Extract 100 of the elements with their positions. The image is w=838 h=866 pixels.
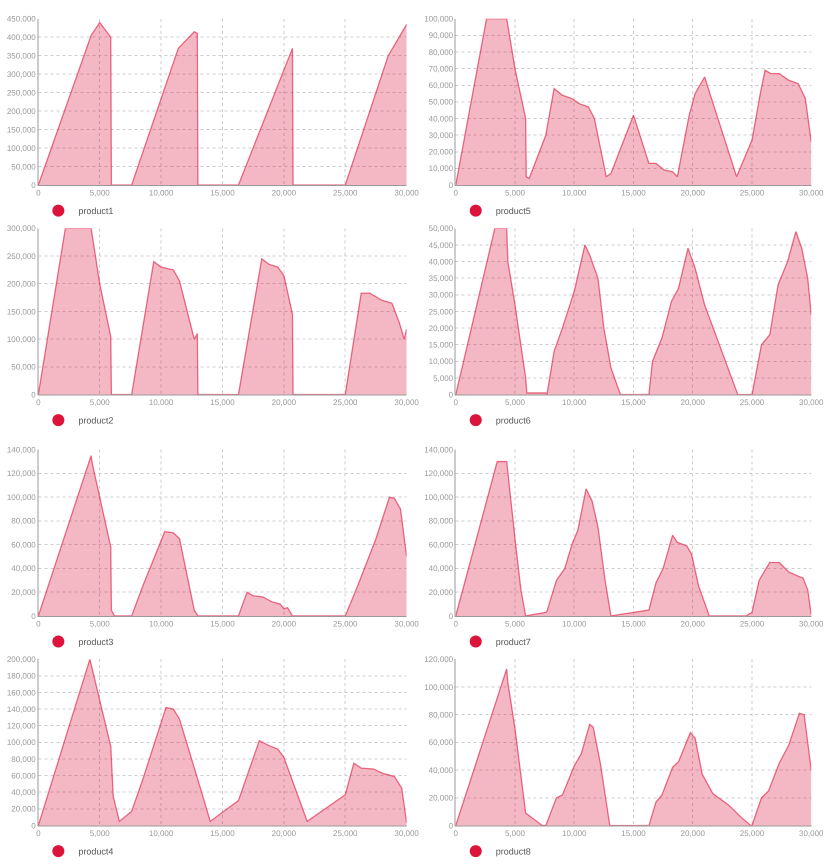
x-tick-label: 5,000 — [90, 188, 110, 198]
y-tick-label: 60,000 — [428, 540, 454, 550]
y-tick-label: 0 — [448, 180, 454, 190]
y-tick-label: 20,000 — [428, 148, 454, 157]
x-tick-label: 25,000 — [740, 188, 765, 198]
y-tick-label: 120,000 — [6, 722, 36, 731]
y-tick-label: 0 — [448, 612, 454, 621]
y-tick-label: 250,000 — [6, 88, 36, 98]
x-tick-label: 20,000 — [272, 398, 297, 408]
y-tick-label: 80,000 — [428, 48, 454, 57]
y-tick-label: 200,000 — [6, 655, 36, 664]
y-tick-label: 300,000 — [6, 70, 36, 79]
x-tick-label: 5,000 — [504, 188, 526, 198]
x-tick-label: 10,000 — [148, 829, 174, 838]
x-tick-label: 5,000 — [504, 398, 526, 408]
x-tick-label: 20,000 — [272, 620, 297, 629]
legend-label: product2 — [78, 416, 114, 426]
x-tick-label: 5,000 — [504, 620, 526, 629]
y-tick-label: 20,000 — [428, 588, 454, 597]
y-tick-label: 25,000 — [428, 307, 454, 316]
x-tick-label: 20,000 — [272, 829, 297, 838]
y-tick-label: 70,000 — [428, 64, 454, 74]
x-tick-label: 30,000 — [799, 620, 824, 629]
y-tick-label: 5,000 — [433, 374, 454, 383]
y-tick-label: 250,000 — [6, 252, 36, 261]
legend-label: product7 — [496, 637, 531, 648]
y-tick-label: 90,000 — [428, 31, 454, 40]
x-tick-label: 5,000 — [90, 620, 110, 629]
y-tick-label: 100,000 — [6, 492, 36, 502]
y-tick-label: 45,000 — [428, 240, 454, 250]
y-tick-label: 0 — [31, 821, 36, 830]
y-tick-label: 50,000 — [428, 98, 454, 107]
y-tick-label: 80,000 — [428, 710, 454, 720]
y-tick-label: 100,000 — [6, 144, 36, 153]
x-tick-label: 5,000 — [504, 829, 526, 838]
y-tick-label: 50,000 — [11, 362, 36, 372]
y-tick-label: 0 — [31, 180, 36, 190]
legend-label: product5 — [496, 206, 531, 216]
y-tick-label: 100,000 — [424, 682, 454, 692]
x-tick-label: 10,000 — [148, 620, 174, 629]
y-tick-label: 35,000 — [428, 274, 454, 283]
x-tick-label: 15,000 — [210, 398, 236, 408]
x-tick-label: 15,000 — [210, 620, 236, 629]
y-tick-label: 40,000 — [428, 766, 454, 775]
x-tick-label: 20,000 — [680, 188, 706, 198]
x-tick-label: 30,000 — [394, 188, 420, 198]
x-tick-label: 10,000 — [562, 620, 588, 629]
y-tick-label: 20,000 — [428, 794, 454, 803]
y-tick-label: 30,000 — [428, 290, 454, 300]
y-tick-label: 40,000 — [428, 564, 454, 574]
y-tick-label: 180,000 — [6, 672, 36, 681]
y-tick-label: 350,000 — [6, 52, 36, 61]
y-tick-label: 10,000 — [428, 164, 454, 174]
y-tick-label: 60,000 — [11, 540, 36, 550]
x-tick-label: 15,000 — [621, 398, 646, 408]
y-tick-label: 50,000 — [428, 224, 454, 234]
y-tick-label: 400,000 — [6, 33, 36, 42]
y-tick-label: 100,000 — [424, 14, 454, 24]
x-tick-label: 25,000 — [740, 620, 765, 629]
x-tick-label: 15,000 — [621, 188, 646, 198]
y-tick-label: 40,000 — [428, 257, 454, 266]
x-tick-label: 15,000 — [621, 620, 646, 629]
y-tick-label: 0 — [448, 390, 454, 400]
x-tick-label: 15,000 — [621, 829, 646, 838]
y-tick-label: 160,000 — [6, 688, 36, 698]
x-tick-label: 25,000 — [740, 398, 765, 408]
y-tick-label: 0 — [31, 390, 36, 400]
y-tick-label: 140,000 — [6, 704, 36, 714]
x-tick-label: 5,000 — [90, 829, 110, 838]
x-tick-label: 25,000 — [333, 829, 358, 838]
legend-label: product8 — [496, 846, 531, 857]
y-tick-label: 120,000 — [6, 469, 36, 478]
x-tick-label: 10,000 — [562, 398, 588, 408]
x-tick-label: 30,000 — [394, 620, 420, 629]
y-tick-label: 10,000 — [428, 357, 454, 366]
x-tick-label: 15,000 — [210, 829, 236, 838]
x-tick-label: 30,000 — [799, 829, 824, 838]
x-tick-label: 25,000 — [740, 829, 765, 838]
y-tick-label: 80,000 — [11, 754, 36, 764]
y-tick-label: 450,000 — [6, 14, 36, 24]
y-tick-label: 100,000 — [424, 492, 454, 502]
x-tick-label: 25,000 — [333, 620, 358, 629]
y-tick-label: 140,000 — [6, 445, 36, 454]
y-tick-label: 140,000 — [424, 445, 454, 454]
x-tick-label: 30,000 — [394, 398, 420, 408]
x-tick-label: 20,000 — [680, 398, 706, 408]
y-tick-label: 120,000 — [424, 655, 454, 664]
x-tick-label: 5,000 — [90, 398, 110, 408]
x-tick-label: 15,000 — [210, 188, 236, 198]
y-tick-label: 60,000 — [428, 81, 454, 90]
y-tick-label: 30,000 — [428, 130, 454, 140]
legend-label: product4 — [78, 846, 114, 857]
y-tick-label: 0 — [31, 612, 36, 621]
y-tick-label: 20,000 — [428, 324, 454, 333]
x-tick-label: 30,000 — [394, 829, 420, 838]
x-tick-label: 10,000 — [148, 188, 174, 198]
legend-label: product6 — [496, 416, 531, 426]
y-tick-label: 50,000 — [11, 162, 36, 172]
x-tick-label: 25,000 — [333, 188, 358, 198]
x-tick-label: 20,000 — [272, 188, 297, 198]
